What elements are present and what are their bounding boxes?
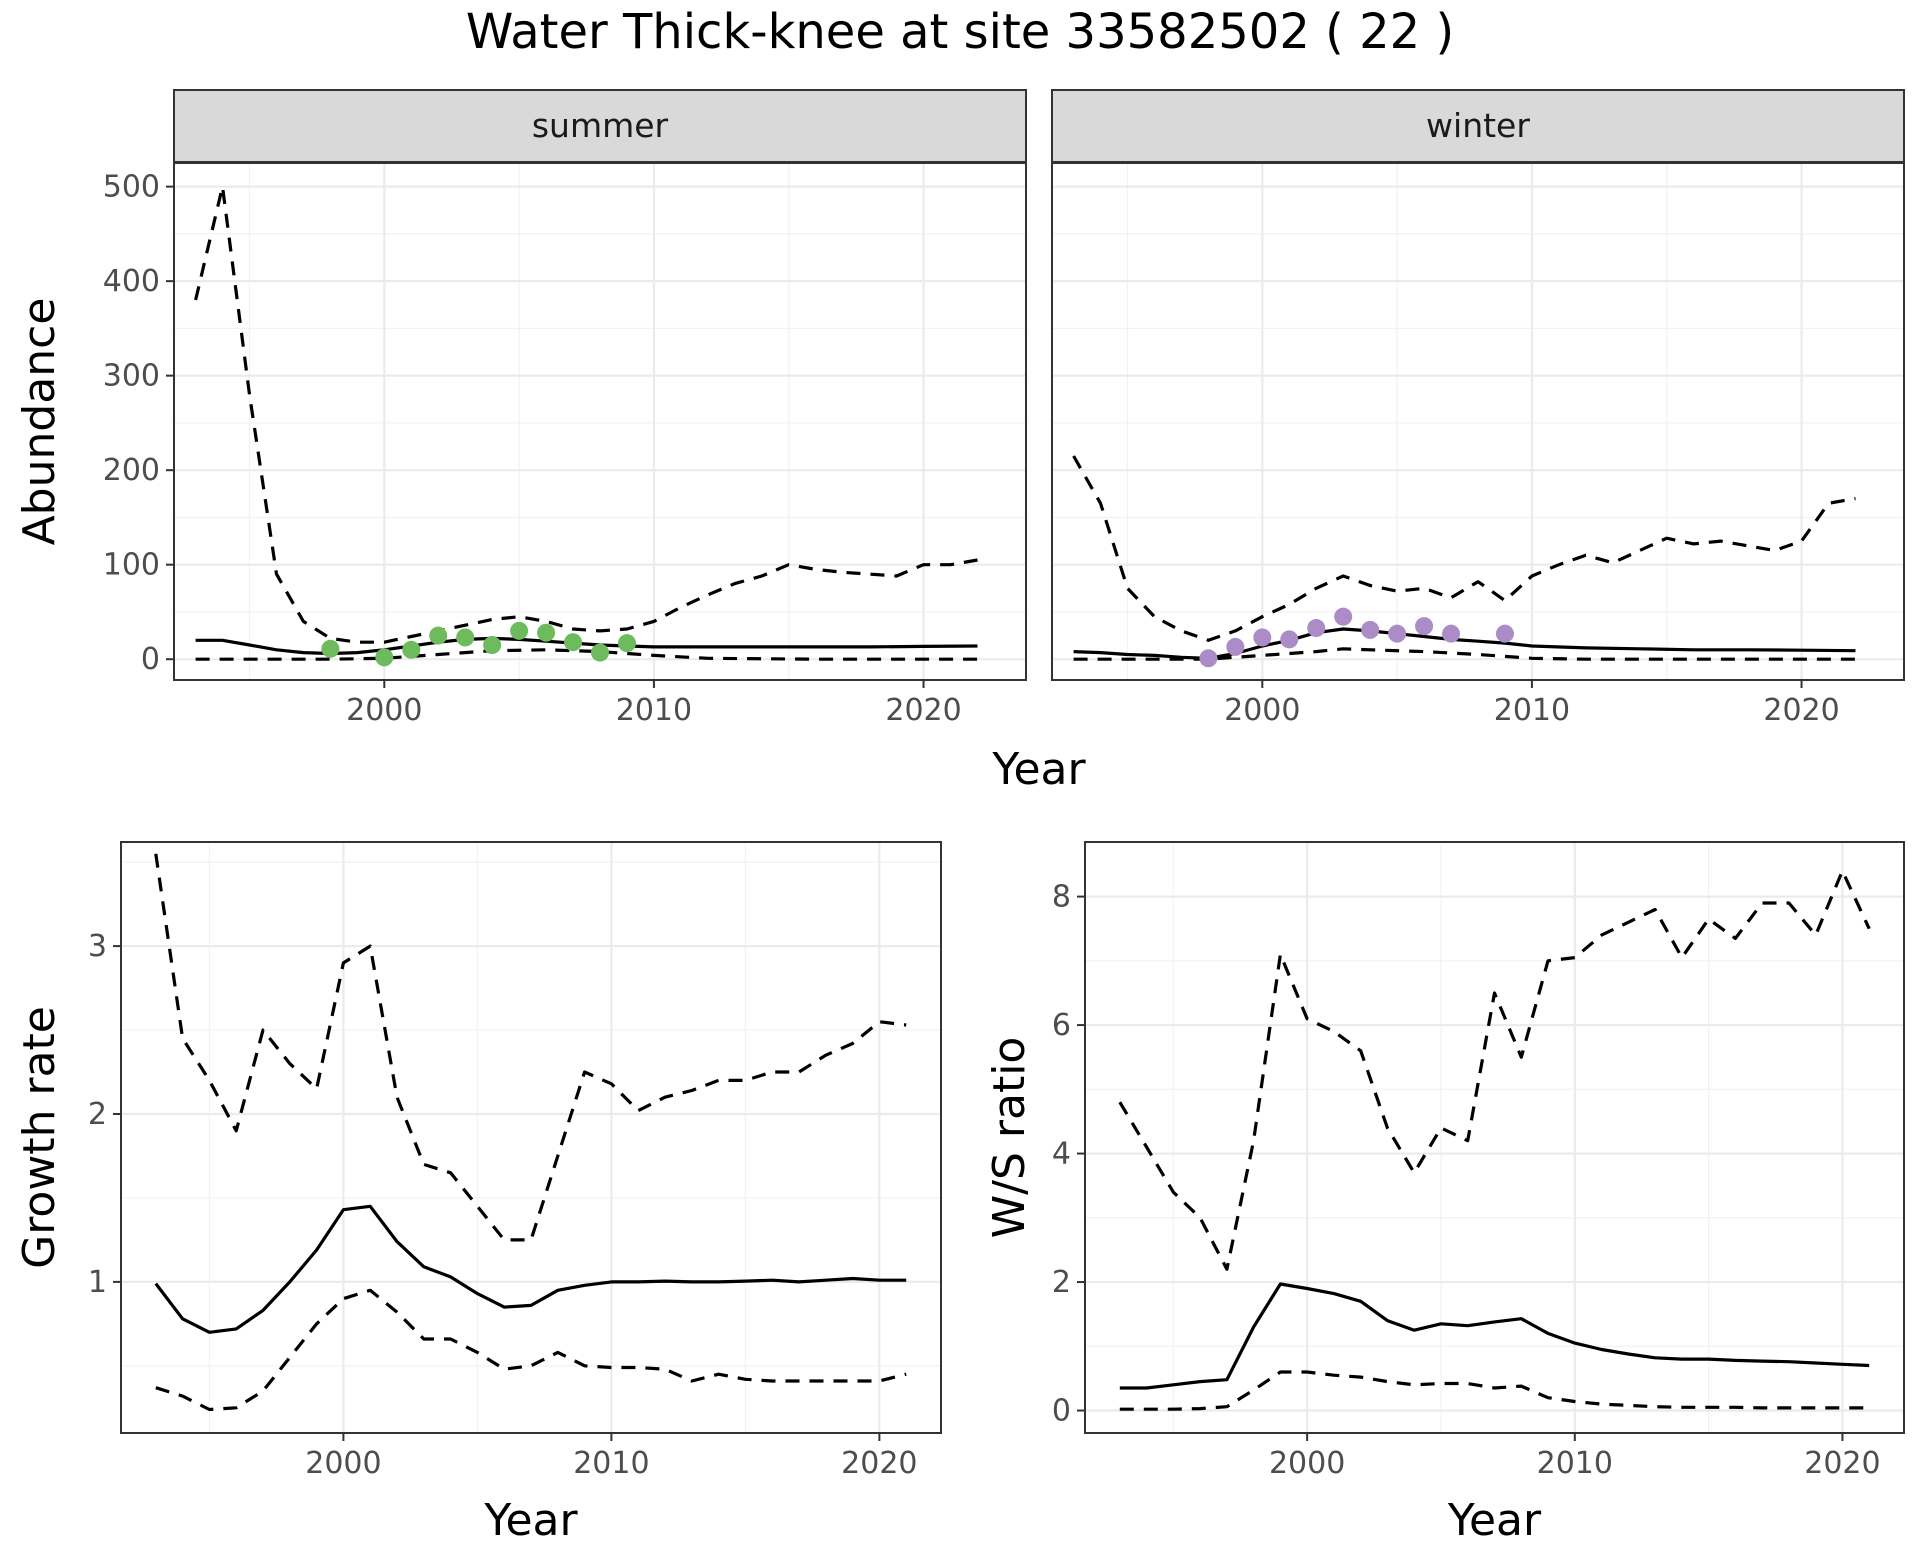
- series-line-estimate: [154, 1204, 907, 1334]
- y-tick-label: 2: [1052, 1265, 1071, 1300]
- x-axis-title-growth: Year: [483, 1495, 578, 1546]
- y-tick-label: 300: [103, 359, 160, 394]
- x-tick-label: 2010: [616, 693, 692, 728]
- x-tick-label: 2020: [1804, 1446, 1880, 1481]
- data-point: [1199, 649, 1218, 668]
- data-point: [1280, 630, 1299, 649]
- axis-titles-group: Abundance Year Growth rate Year W/S ratio Yea…: [14, 298, 1542, 1546]
- y-axis-title-growth: Growth rate: [14, 1006, 65, 1269]
- x-tick-label: 2010: [1537, 1446, 1613, 1481]
- facet-strip-label: winter: [1426, 106, 1530, 145]
- facet-strip: [1051, 89, 1905, 163]
- data-point: [537, 623, 556, 642]
- series-group-summer: [194, 185, 978, 667]
- data-point: [1415, 617, 1434, 636]
- x-tick-label: 2020: [885, 693, 961, 728]
- series-group-growth: [154, 853, 907, 1412]
- data-point: [402, 640, 421, 659]
- panel-growth: 2000 2010 2020 1 2 3: [88, 841, 942, 1481]
- series-line-lower-bound: [195, 648, 978, 661]
- x-tick-label: 2020: [1763, 693, 1839, 728]
- panels-group: summer 2000 2010 2020 0 100 200 300 400 500 winter…: [88, 89, 1905, 1481]
- facet-strip: [173, 89, 1027, 163]
- y-tick-label: 200: [103, 453, 160, 488]
- y-axis-title-ws_ratio: W/S ratio: [984, 1037, 1035, 1239]
- data-point: [564, 633, 583, 652]
- data-point: [1226, 637, 1245, 656]
- gridlines-summer: [174, 163, 1026, 680]
- data-point: [617, 634, 636, 653]
- x-tick-label: 2010: [573, 1446, 649, 1481]
- x-axis-title-ws_ratio: Year: [1447, 1495, 1542, 1546]
- series-line-estimate: [195, 636, 978, 656]
- panel-ws_ratio: 2000 2010 2020 0 2 4 6 8: [1052, 841, 1905, 1481]
- data-point: [1253, 628, 1272, 647]
- gridlines-ws_ratio: [1085, 842, 1904, 1433]
- x-axis-title-summer: Year: [991, 744, 1086, 795]
- data-point: [483, 636, 502, 655]
- y-tick-label: 6: [1052, 1008, 1071, 1043]
- panel-summer: summer 2000 2010 2020 0 100 200 300 400 500: [103, 89, 1027, 728]
- series-line-upper-bound: [1118, 869, 1871, 1271]
- x-tick-label: 2000: [1224, 693, 1300, 728]
- y-tick-label: 3: [88, 929, 107, 964]
- panel-border: [1084, 841, 1905, 1434]
- x-tick-label: 2000: [1269, 1446, 1345, 1481]
- data-point: [510, 621, 529, 640]
- y-tick-label: 0: [141, 642, 160, 677]
- facet-strip-label: summer: [532, 106, 669, 145]
- x-tick-label: 2020: [841, 1446, 917, 1481]
- series-line-upper-bound: [194, 185, 978, 644]
- series-line-estimate: [1119, 1282, 1870, 1390]
- series-group-ws_ratio: [1118, 869, 1871, 1411]
- chart-title: Water Thick-knee at site 33582502 ( 22 ): [466, 4, 1454, 60]
- series-line-upper-bound: [1072, 455, 1856, 642]
- panel-winter: winter 2000 2010 2020: [1051, 89, 1905, 728]
- data-point: [375, 648, 394, 667]
- data-point: [1334, 607, 1353, 626]
- series-group-winter: [1072, 455, 1856, 668]
- data-point: [1388, 624, 1407, 643]
- panel-border: [120, 841, 942, 1434]
- x-tick-label: 2000: [305, 1446, 381, 1481]
- y-tick-label: 1: [88, 1265, 107, 1300]
- data-point: [1361, 620, 1380, 639]
- x-tick-label: 2010: [1494, 693, 1570, 728]
- series-line-upper-bound: [154, 853, 907, 1242]
- y-tick-label: 2: [88, 1097, 107, 1132]
- data-point: [321, 639, 340, 658]
- data-point: [1307, 619, 1326, 638]
- y-axis-title-summer: Abundance: [14, 298, 65, 546]
- y-tick-label: 8: [1052, 880, 1071, 915]
- data-point: [456, 628, 475, 647]
- y-tick-label: 100: [103, 548, 160, 583]
- data-point: [1495, 624, 1514, 643]
- x-tick-label: 2000: [346, 693, 422, 728]
- panel-border: [173, 162, 1027, 681]
- panel-border: [1051, 162, 1905, 681]
- data-point: [429, 626, 448, 645]
- y-tick-label: 0: [1052, 1394, 1071, 1429]
- gridlines-winter: [1052, 163, 1904, 680]
- y-tick-label: 500: [103, 170, 160, 205]
- y-tick-label: 4: [1052, 1137, 1071, 1172]
- y-tick-label: 400: [103, 264, 160, 299]
- data-point: [591, 643, 609, 662]
- data-point: [1442, 624, 1461, 643]
- series-line-lower-bound: [1119, 1370, 1870, 1411]
- gridlines-growth: [121, 842, 941, 1433]
- series-line-lower-bound: [155, 1288, 907, 1412]
- series-line-estimate: [1073, 627, 1856, 660]
